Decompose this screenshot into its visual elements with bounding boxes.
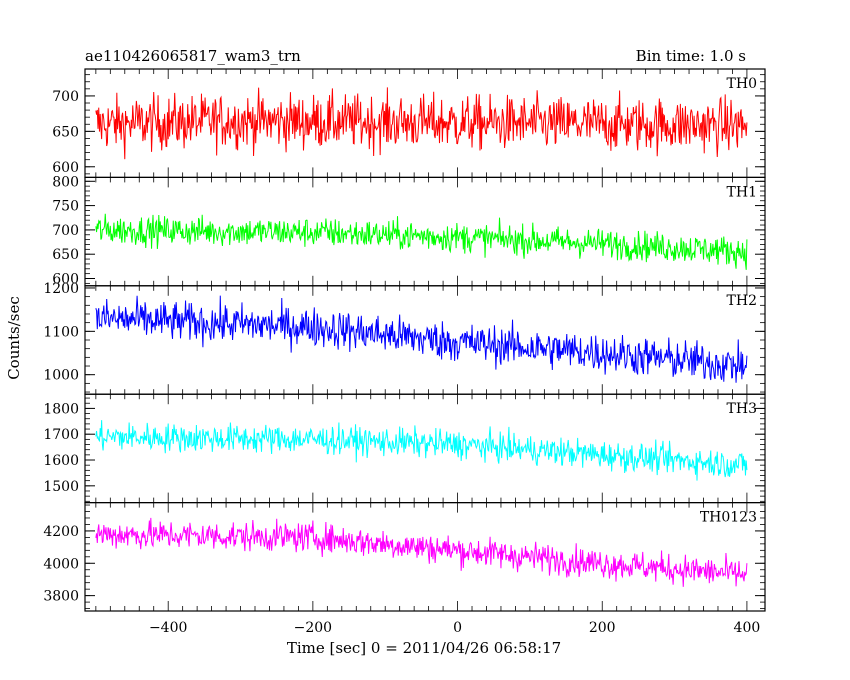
- panel-label-th0123: TH0123: [700, 510, 757, 526]
- y-tick-label: 1800: [43, 401, 79, 417]
- y-tick-label: 600: [52, 160, 79, 176]
- y-tick-label: 3800: [43, 589, 79, 605]
- y-axis-title: Counts/sec: [5, 296, 23, 380]
- chart-title: ae110426065817_wam3_trn: [85, 47, 301, 65]
- x-tick-label: 400: [734, 620, 761, 636]
- y-tick-label: 600: [52, 272, 79, 288]
- series-line-th1: [95, 213, 748, 270]
- x-tick-label: 0: [453, 620, 462, 636]
- panel-th2: 1000 1100 1200 TH2: [43, 281, 766, 395]
- y-tick-label: 750: [52, 199, 79, 215]
- y-tick-label: 700: [52, 223, 79, 239]
- series-line-th2: [95, 295, 748, 383]
- panel-label-th3: TH3: [727, 401, 757, 417]
- y-tick-label: 700: [52, 89, 79, 105]
- y-tick-label: 1500: [43, 479, 79, 495]
- y-tick-label: 1000: [43, 368, 79, 384]
- x-tick-label: 200: [589, 620, 616, 636]
- panels-group: 600 650 700 TH0 600 650 700 750 800 TH1 1000 1100 12…: [43, 68, 766, 612]
- x-tick-label: −400: [149, 620, 187, 636]
- panel-label-th2: TH2: [727, 293, 757, 309]
- x-axis: −400 −200 0 200 400: [149, 620, 760, 636]
- x-axis-title: Time [sec] 0 = 2011/04/26 06:58:17: [287, 639, 561, 657]
- panel-th0123: 3800 4000 4200 TH0123: [43, 502, 766, 612]
- x-tick-label: −200: [294, 620, 332, 636]
- y-tick-label: 650: [52, 247, 79, 263]
- y-tick-label: 1100: [43, 324, 79, 340]
- y-tick-label: 4200: [43, 524, 79, 540]
- y-tick-label: 650: [52, 124, 79, 140]
- y-tick-label: 1200: [43, 281, 79, 297]
- series-line-th0: [95, 87, 748, 160]
- panel-th3: 1500 1600 1700 1800 TH3: [43, 393, 766, 504]
- panel-th1: 600 650 700 750 800 TH1: [52, 174, 766, 288]
- y-tick-label: 4000: [43, 556, 79, 572]
- bin-time-label: Bin time: 1.0 s: [636, 47, 746, 65]
- panel-frame: [84, 502, 766, 612]
- panel-th0: 600 650 700 TH0: [52, 68, 766, 179]
- panel-label-th1: TH1: [727, 184, 757, 200]
- y-tick-label: 1700: [43, 427, 79, 443]
- y-tick-label: 800: [52, 174, 79, 190]
- y-tick-label: 1600: [43, 453, 79, 469]
- series-line-th0123: [95, 517, 748, 587]
- series-line-th3: [95, 420, 748, 481]
- panel-label-th0: TH0: [727, 76, 757, 92]
